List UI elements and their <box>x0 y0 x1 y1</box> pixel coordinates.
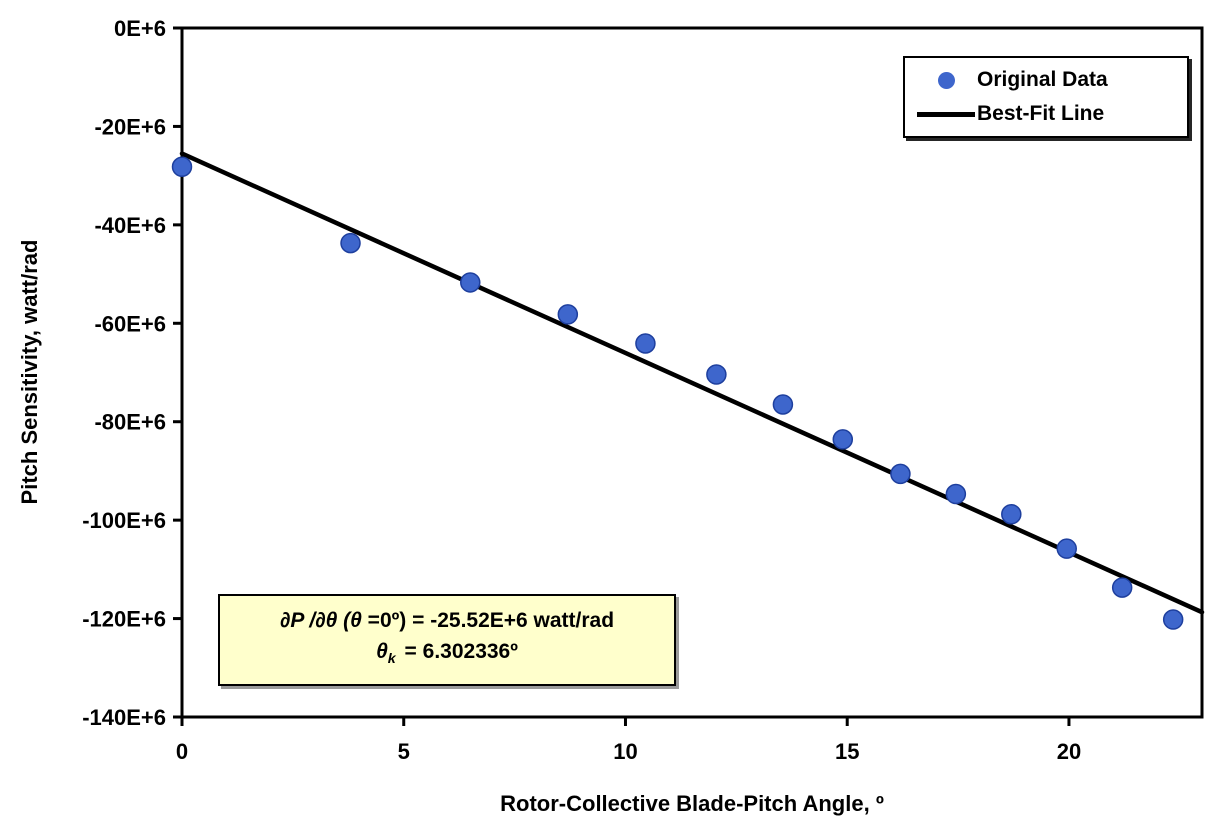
data-point <box>171 156 193 178</box>
annotation-slope-value: =0º) = -25.52E+6 watt/rad <box>361 609 615 632</box>
x-axis-tick-label: 10 <box>613 739 637 764</box>
data-point <box>945 483 967 505</box>
data-point <box>1162 609 1184 630</box>
data-point <box>1111 577 1133 598</box>
y-axis-title: Pitch Sensitivity, watt/rad <box>17 239 42 505</box>
annotation-box: ∂P /∂θ (θ =0º) = -25.52E+6 watt/rad θk =… <box>218 594 676 686</box>
data-point <box>706 364 727 385</box>
data-point <box>557 304 579 325</box>
annotation-theta-subscript: k <box>387 651 396 667</box>
data-point <box>460 272 481 293</box>
x-axis-tick-label: 15 <box>835 739 859 764</box>
data-point <box>1056 538 1077 559</box>
annotation-line-slope: ∂P /∂θ (θ =0º) = -25.52E+6 watt/rad <box>224 605 670 636</box>
legend: Original Data Best-Fit Line <box>903 56 1189 138</box>
line-marker-icon <box>917 111 975 117</box>
data-point <box>1001 503 1022 525</box>
x-axis-tick-label: 5 <box>398 739 410 764</box>
y-axis-tick-label: -100E+6 <box>82 508 166 533</box>
legend-marker-column <box>915 111 977 117</box>
data-point <box>635 333 656 354</box>
x-axis-title: Rotor-Collective Blade-Pitch Angle, º <box>500 791 884 816</box>
legend-marker-column <box>915 71 977 89</box>
legend-item-original-data: Original Data <box>915 66 1177 94</box>
plot-frame <box>180 26 1204 719</box>
legend-label-best-fit-line: Best-Fit Line <box>977 102 1105 125</box>
y-axis-tick-label: -80E+6 <box>94 410 166 435</box>
scatter-point-icon <box>937 71 955 89</box>
y-axis-tick-label: 0E+6 <box>114 16 166 41</box>
x-axis-tick-label: 20 <box>1057 739 1081 764</box>
y-axis-tick-label: -20E+6 <box>94 114 166 139</box>
y-axis-tick-label: -140E+6 <box>82 705 166 730</box>
best-fit-line <box>179 151 1205 615</box>
y-axis-tick-label: -60E+6 <box>94 311 166 336</box>
annotation-theta-symbol: θ <box>376 640 388 663</box>
annotation-theta-value: = 6.302336º <box>398 640 518 663</box>
legend-label-original-data: Original Data <box>977 68 1108 91</box>
x-axis-tick-label: 0 <box>176 739 188 764</box>
annotation-math-symbol: ∂P /∂θ (θ <box>279 609 362 632</box>
y-axis-tick-label: -120E+6 <box>82 607 166 632</box>
data-point <box>832 429 854 450</box>
annotation-line-theta-k: θk = 6.302336º <box>224 636 670 675</box>
legend-item-best-fit-line: Best-Fit Line <box>915 100 1177 128</box>
data-point <box>890 463 911 485</box>
data-point <box>772 394 794 415</box>
data-point <box>340 232 361 254</box>
y-axis-tick-label: -40E+6 <box>94 213 166 238</box>
